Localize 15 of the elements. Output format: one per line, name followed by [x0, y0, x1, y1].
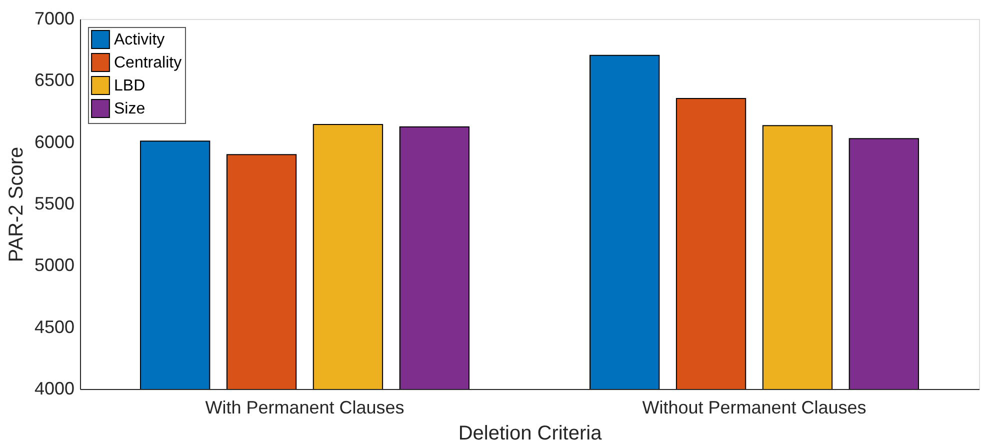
y-axis-title: PAR-2 Score: [5, 146, 28, 262]
y-tick-label: 6000: [34, 132, 74, 152]
legend-label: Size: [114, 100, 146, 118]
legend-label: Centrality: [114, 54, 182, 72]
y-tick-label: 7000: [34, 8, 74, 28]
x-axis-title: Deletion Criteria: [458, 422, 603, 444]
y-tick-label: 4000: [34, 378, 74, 398]
y-tick-label: 4500: [34, 316, 74, 337]
y-tick-label: 6500: [34, 70, 74, 90]
legend-label: LBD: [114, 78, 146, 94]
x-tick-label: Without Permanent Clauses: [642, 398, 866, 418]
legend-label: Activity: [114, 32, 165, 48]
y-tick-label: 5500: [34, 194, 74, 214]
x-tick-label: With Permanent Clauses: [205, 398, 404, 418]
y-tick-label: 5000: [34, 255, 74, 276]
